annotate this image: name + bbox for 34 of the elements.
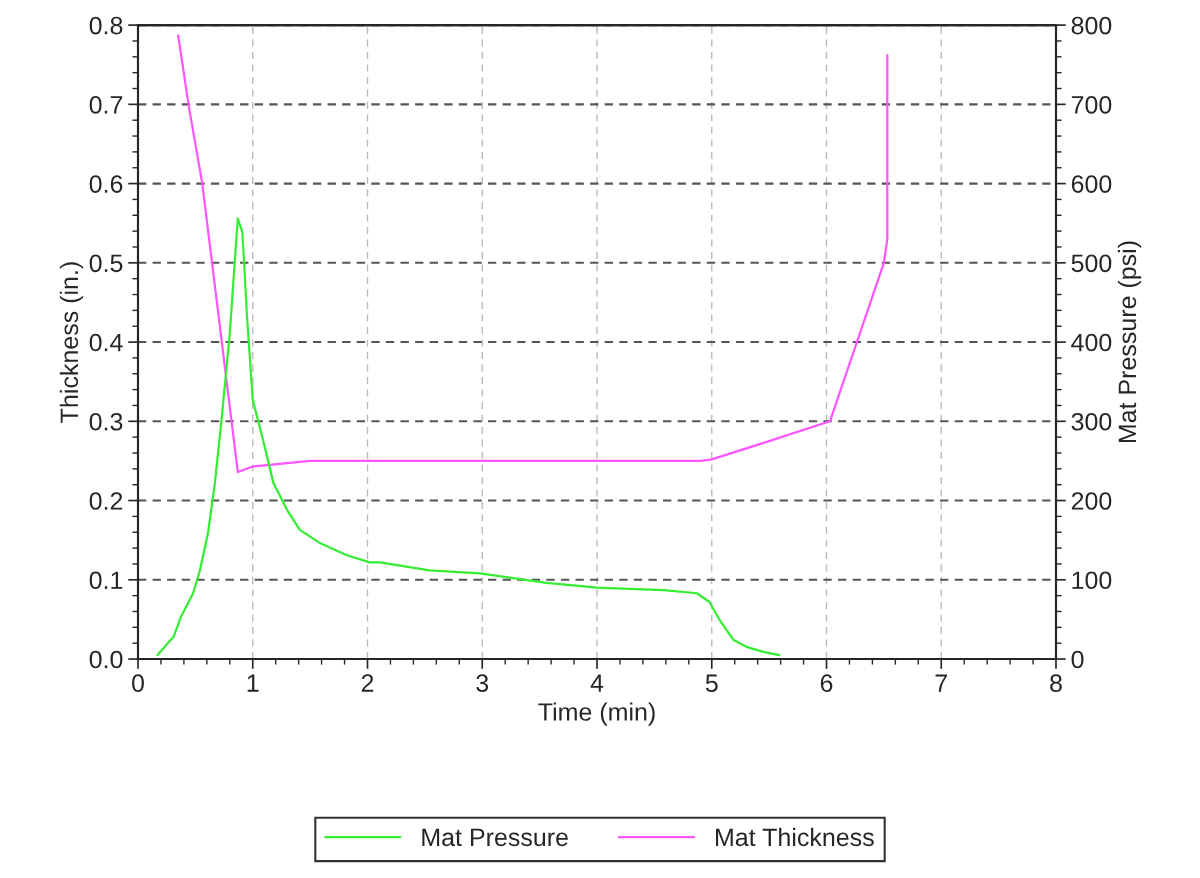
y-tick-label: 0.8 — [89, 16, 123, 35]
x-tick-label: 3 — [476, 674, 489, 692]
y2-tick-label: 100 — [1072, 571, 1112, 590]
y2-tick-label: 700 — [1071, 95, 1112, 114]
legend-label: Mat Thickness — [716, 827, 874, 847]
y2-tick-label: 200 — [1071, 492, 1112, 510]
y-tick-label: 0.4 — [89, 333, 123, 352]
y-tick-label: 0.7 — [89, 95, 123, 114]
y2-tick-label: 300 — [1071, 412, 1112, 431]
line-series — [156, 217, 781, 657]
y-tick-label: 0.1 — [89, 571, 123, 590]
x-tick-label: 8 — [1050, 674, 1062, 692]
y2-tick-label: 600 — [1071, 175, 1112, 193]
y2-tick-label: 400 — [1071, 333, 1112, 352]
x-tick-label: 7 — [935, 674, 947, 692]
x-axis-title: Time (min) — [538, 702, 655, 726]
y-axis-title: Thickness (in.) — [59, 262, 84, 423]
y-tick-label: 0.2 — [89, 492, 123, 510]
line-series — [177, 34, 889, 474]
y2-axis-title: Mat Pressure (psi) — [1117, 241, 1142, 443]
legend-label: Mat Pressure — [422, 828, 568, 847]
y2-tick-label: 800 — [1071, 16, 1112, 35]
x-tick-label: 0 — [132, 674, 144, 692]
x-tick-label: 1 — [247, 674, 259, 692]
y2-tick-label: 500 — [1071, 254, 1112, 273]
y-tick-label: 0.6 — [89, 175, 123, 193]
text: 0.0 — [89, 650, 123, 669]
y2-tick-label: 0 — [1071, 650, 1084, 669]
y-tick-label: 0.3 — [89, 412, 123, 431]
x-tick-label: 4 — [590, 674, 604, 692]
x-tick-label: 6 — [820, 674, 833, 692]
x-tick-label: 2 — [361, 674, 374, 692]
x-tick-label: 5 — [705, 674, 718, 692]
y-tick-label: 0.5 — [89, 254, 123, 273]
